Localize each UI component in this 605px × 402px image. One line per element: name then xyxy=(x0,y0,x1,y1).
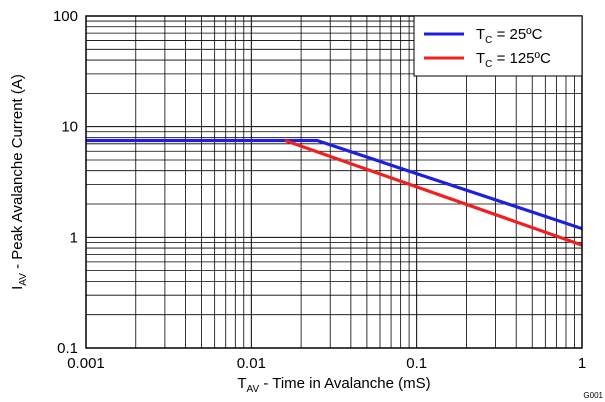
legend-label-25c-rest: = 25ºC xyxy=(492,26,542,43)
y-axis-title-main: I xyxy=(9,286,26,290)
y-tick-label: 1 xyxy=(70,229,78,246)
y-tick-labels: 0.1 1 10 100 xyxy=(53,8,78,357)
legend: TC = 25ºC TC = 125ºC xyxy=(413,15,583,77)
series-lines xyxy=(86,138,583,247)
x-tick-label: 0.001 xyxy=(67,355,105,372)
x-axis-title-main: T xyxy=(237,375,246,392)
x-axis-title: TAV - Time in Avalanche (mS) xyxy=(237,375,430,395)
y-axis-title-sub: AV xyxy=(18,273,29,286)
x-tick-label: 1 xyxy=(578,355,586,372)
legend-label-125c-main: T xyxy=(476,50,485,67)
series-line-25c xyxy=(86,138,583,231)
x-axis-title-sub: AV xyxy=(247,384,260,395)
legend-label-125c: TC = 125ºC xyxy=(476,50,551,70)
legend-label-125c-rest: = 125ºC xyxy=(492,50,551,67)
y-axis-title: IAV - Peak Avalanche Current (A) xyxy=(9,74,29,290)
y-tick-label: 10 xyxy=(61,119,78,136)
x-tick-label: 0.01 xyxy=(237,355,266,372)
y-tick-label: 0.1 xyxy=(57,340,78,357)
legend-label-25c: TC = 25ºC xyxy=(476,26,543,46)
x-tick-label: 0.1 xyxy=(406,355,427,372)
legend-label-25c-sub: C xyxy=(485,35,492,46)
x-tick-labels: 0.001 0.01 0.1 1 xyxy=(67,355,586,372)
figure-id: G001 xyxy=(583,391,603,400)
y-axis-title-rest: - Peak Avalanche Current (A) xyxy=(9,74,26,273)
y-tick-label: 100 xyxy=(53,8,78,25)
legend-label-25c-main: T xyxy=(476,26,485,43)
x-axis-title-rest: - Time in Avalanche (mS) xyxy=(259,375,430,392)
legend-box xyxy=(413,15,583,77)
plot-frame xyxy=(85,15,583,349)
series-line-125c xyxy=(284,138,583,247)
legend-label-125c-sub: C xyxy=(485,59,492,70)
